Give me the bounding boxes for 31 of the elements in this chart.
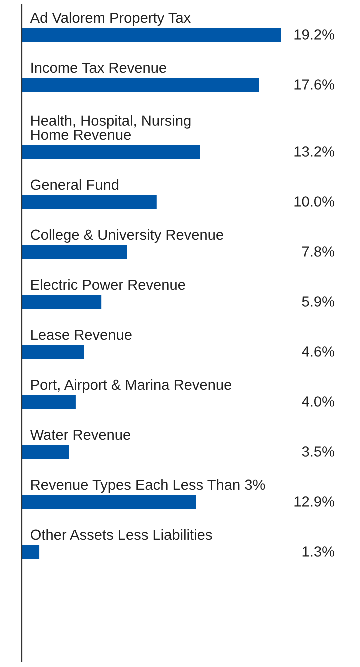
y-tick-label: Port, Airport & Marina Revenue bbox=[32, 379, 232, 393]
data-label: 4.0% bbox=[302, 396, 334, 407]
y-tick-label: Water Revenue bbox=[30, 430, 130, 440]
y-tick-label: College & University Revenue bbox=[31, 229, 224, 243]
data-label: 1.3% bbox=[302, 546, 334, 557]
y-tick-label: Revenue Types Each Less Than 3% bbox=[32, 479, 266, 493]
bar bbox=[22, 395, 76, 409]
bar bbox=[22, 445, 70, 459]
data-label: 7.8% bbox=[302, 246, 334, 257]
y-tick-label: Income Tax Revenue bbox=[32, 62, 166, 74]
y-tick-label: Electric Power Revenue bbox=[32, 279, 186, 290]
data-label: 19.2% bbox=[294, 30, 334, 40]
bar bbox=[22, 495, 196, 509]
bar bbox=[22, 245, 128, 259]
y-tick-label: Ad Valorem Property Tax bbox=[30, 12, 191, 26]
data-label: 13.2% bbox=[294, 146, 334, 157]
data-label: 5.9% bbox=[302, 296, 334, 307]
y-tick-label: Other Assets Less Liabilities bbox=[31, 529, 212, 540]
bar bbox=[22, 345, 84, 359]
bar bbox=[22, 145, 200, 159]
data-label: 3.5% bbox=[302, 446, 334, 457]
y-tick-label: General Fund bbox=[31, 179, 119, 190]
y-tick-label: Health, Hospital, Nursing Home Revenue bbox=[32, 115, 191, 140]
data-label: 10.0% bbox=[294, 196, 334, 207]
data-label: 12.9% bbox=[294, 496, 334, 507]
y-tick-label: Lease Revenue bbox=[32, 330, 132, 340]
bar bbox=[22, 195, 157, 209]
data-label: 17.6% bbox=[294, 80, 334, 90]
bar bbox=[22, 545, 40, 559]
data-label: 4.6% bbox=[302, 346, 334, 357]
bar bbox=[22, 295, 102, 309]
